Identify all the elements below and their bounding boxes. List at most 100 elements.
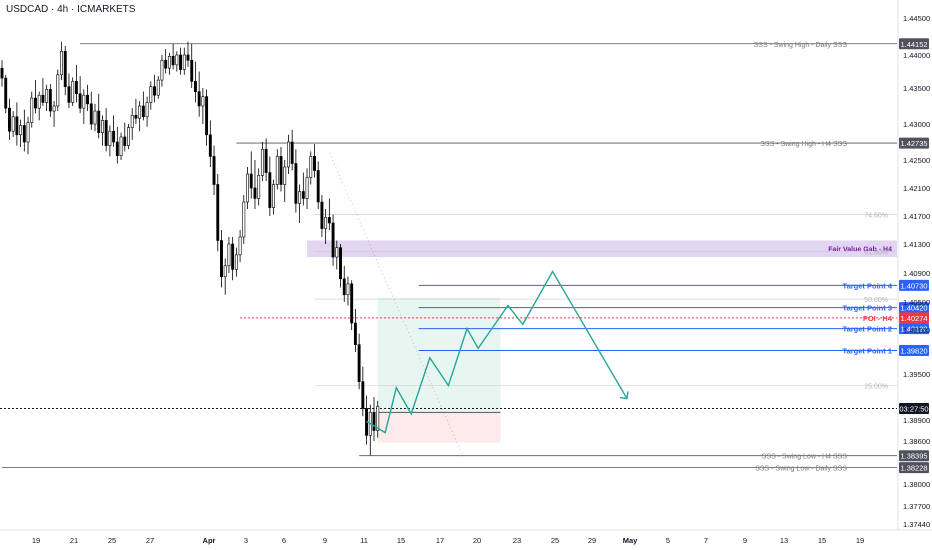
candle[interactable] xyxy=(260,148,264,176)
candle[interactable] xyxy=(182,54,186,70)
candle[interactable] xyxy=(67,86,71,103)
candle[interactable] xyxy=(179,54,183,70)
candle[interactable] xyxy=(138,105,142,119)
candle[interactable] xyxy=(305,177,309,199)
candle[interactable] xyxy=(342,278,346,296)
candle[interactable] xyxy=(190,59,194,82)
candle[interactable] xyxy=(361,381,365,409)
candle[interactable] xyxy=(71,81,75,103)
candle[interactable] xyxy=(313,156,316,171)
candle[interactable] xyxy=(93,110,97,125)
candle[interactable] xyxy=(212,156,216,185)
candle[interactable] xyxy=(41,94,45,103)
candle[interactable] xyxy=(350,283,354,324)
candle[interactable] xyxy=(257,175,261,199)
candle[interactable] xyxy=(227,243,231,267)
candle[interactable] xyxy=(149,86,153,103)
candle[interactable] xyxy=(220,240,223,277)
candle[interactable] xyxy=(331,222,335,258)
candle[interactable] xyxy=(97,110,101,133)
candle[interactable] xyxy=(301,191,305,199)
candle[interactable] xyxy=(86,94,90,105)
candle[interactable] xyxy=(52,105,56,112)
candle[interactable] xyxy=(201,96,205,107)
candle[interactable] xyxy=(290,141,294,164)
candle[interactable] xyxy=(63,50,67,87)
candle[interactable] xyxy=(15,116,19,136)
candle[interactable] xyxy=(231,243,235,270)
candle[interactable] xyxy=(268,172,272,208)
candle[interactable] xyxy=(89,103,93,125)
candle[interactable] xyxy=(108,130,112,146)
candle[interactable] xyxy=(298,191,302,204)
candle[interactable] xyxy=(130,115,134,128)
candle[interactable] xyxy=(186,54,190,61)
candle[interactable] xyxy=(82,94,86,109)
candle[interactable] xyxy=(205,96,209,136)
candle[interactable] xyxy=(0,67,4,79)
candle[interactable] xyxy=(253,187,257,199)
candle[interactable] xyxy=(141,105,145,118)
candle[interactable] xyxy=(272,184,276,208)
candle[interactable] xyxy=(193,81,197,92)
candle[interactable] xyxy=(145,102,149,118)
candle[interactable] xyxy=(208,134,212,157)
candle[interactable] xyxy=(316,170,320,203)
candle[interactable] xyxy=(320,201,324,229)
candle[interactable] xyxy=(164,59,168,69)
candle[interactable] xyxy=(171,56,175,66)
candle[interactable] xyxy=(339,247,342,280)
candle[interactable] xyxy=(335,247,339,258)
candle[interactable] xyxy=(264,148,268,173)
candle[interactable] xyxy=(234,254,238,270)
candle[interactable] xyxy=(294,163,298,204)
candle[interactable] xyxy=(34,97,37,109)
candle[interactable] xyxy=(7,107,11,132)
candle[interactable] xyxy=(357,344,361,382)
candle[interactable] xyxy=(156,79,160,96)
candle[interactable] xyxy=(127,127,130,146)
candle[interactable] xyxy=(78,93,82,109)
candle[interactable] xyxy=(104,120,108,146)
candle[interactable] xyxy=(115,141,119,156)
candle[interactable] xyxy=(19,125,23,136)
candle[interactable] xyxy=(283,166,287,185)
candle[interactable] xyxy=(74,81,78,95)
candle[interactable] xyxy=(175,54,179,66)
candle[interactable] xyxy=(249,173,253,189)
candle[interactable] xyxy=(238,236,242,256)
candle[interactable] xyxy=(286,141,290,168)
candle[interactable] xyxy=(324,217,328,229)
candle[interactable] xyxy=(327,217,331,224)
candle[interactable] xyxy=(48,89,52,112)
candle[interactable] xyxy=(112,130,116,143)
candle[interactable] xyxy=(242,201,246,238)
candle[interactable] xyxy=(22,125,26,143)
candle[interactable] xyxy=(372,412,376,431)
candle[interactable] xyxy=(223,265,227,277)
candle[interactable] xyxy=(37,94,41,109)
candle[interactable] xyxy=(160,59,164,81)
candle[interactable] xyxy=(30,97,34,123)
candle[interactable] xyxy=(376,405,380,431)
candle[interactable] xyxy=(246,173,249,203)
candle[interactable] xyxy=(60,50,63,76)
candle[interactable] xyxy=(123,136,127,146)
candle[interactable] xyxy=(353,322,357,345)
candle[interactable] xyxy=(26,122,30,143)
candle[interactable] xyxy=(275,156,279,185)
candle[interactable] xyxy=(167,56,171,69)
candle[interactable] xyxy=(309,156,313,178)
candle[interactable] xyxy=(197,91,201,107)
candle[interactable] xyxy=(4,77,8,109)
candle[interactable] xyxy=(119,136,123,156)
candle[interactable] xyxy=(279,156,283,185)
candle[interactable] xyxy=(134,115,138,119)
candle[interactable] xyxy=(45,89,49,103)
candle[interactable] xyxy=(346,283,350,296)
candle[interactable] xyxy=(11,116,15,132)
candle[interactable] xyxy=(216,184,220,241)
candle[interactable] xyxy=(153,86,156,96)
candle[interactable] xyxy=(100,120,104,133)
